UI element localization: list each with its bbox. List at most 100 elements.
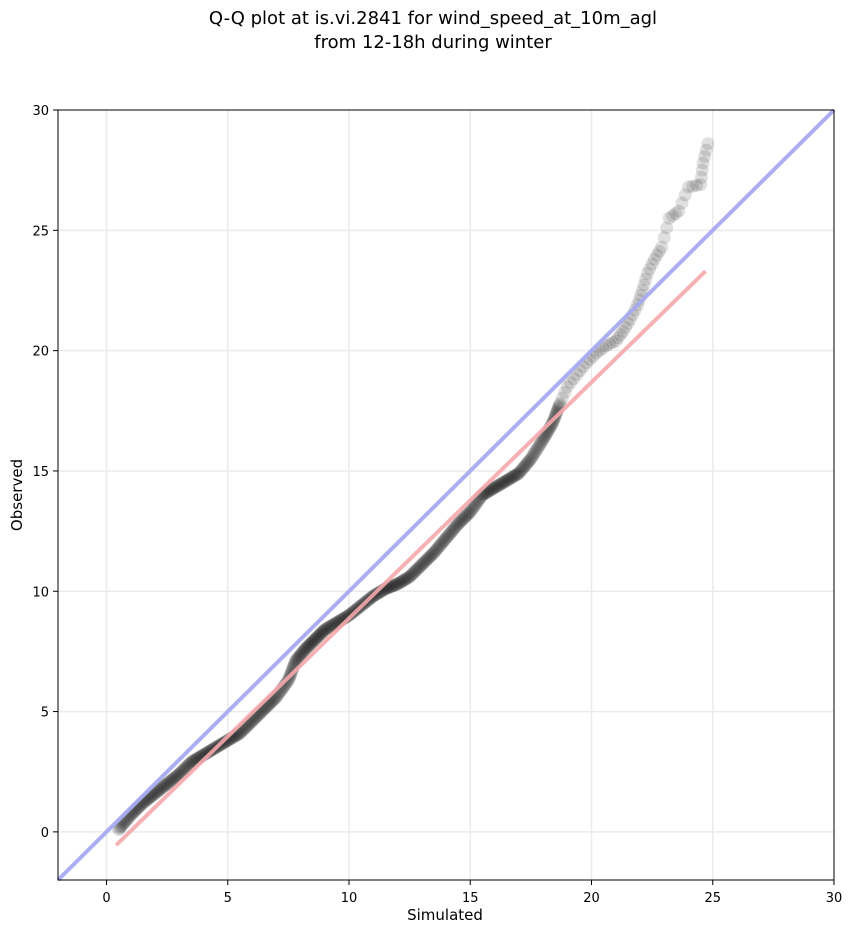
qq-point: [342, 608, 356, 622]
qq-point: [391, 577, 404, 591]
qq-point: [423, 550, 437, 564]
qq-point: [514, 464, 528, 478]
qq-point: [399, 572, 413, 586]
qq-point: [309, 632, 323, 646]
qq-point: [426, 547, 440, 561]
qq-point: [408, 565, 422, 579]
x-axis-label: Simulated: [407, 906, 483, 924]
qq-point: [150, 785, 164, 799]
qq-point: [495, 477, 509, 491]
qq-point: [397, 573, 411, 587]
qq-point: [428, 545, 442, 559]
qq-point: [434, 537, 448, 551]
qq-point: [307, 633, 321, 647]
qq-point: [319, 622, 333, 636]
qq-point: [162, 775, 176, 789]
qq-point: [652, 244, 666, 258]
qq-point: [147, 787, 161, 801]
qq-point: [555, 391, 569, 405]
qq-point: [317, 624, 331, 638]
qq-point: [410, 563, 424, 577]
qq-point: [315, 625, 329, 639]
qq-point: [518, 459, 532, 473]
qq-point: [404, 569, 418, 583]
qq-point: [618, 320, 632, 334]
qq-point: [694, 170, 708, 184]
qq-point: [296, 645, 310, 659]
qq-point: [558, 385, 572, 399]
qq-point: [490, 480, 504, 494]
qq-point: [171, 768, 185, 782]
qq-point: [505, 471, 519, 485]
qq-point: [444, 525, 458, 539]
qq-point: [302, 638, 316, 652]
qq-point: [690, 178, 704, 192]
qq-point: [531, 441, 545, 455]
qq-point: [438, 533, 452, 547]
qq-point: [516, 462, 530, 476]
qq-point: [492, 478, 506, 492]
qq-point: [177, 762, 191, 776]
qq-point: [415, 558, 429, 572]
qq-point: [523, 453, 537, 467]
qq-point: [437, 534, 451, 548]
qq-point: [178, 761, 192, 775]
qq-point: [529, 444, 543, 458]
qq-point: [220, 734, 234, 748]
qq-point: [155, 781, 169, 795]
qq-point: [466, 501, 480, 515]
qq-point: [698, 150, 712, 164]
qq-point: [203, 744, 217, 758]
qq-point: [300, 640, 314, 654]
qq-point: [316, 624, 330, 638]
qq-point: [430, 542, 444, 556]
qq-point: [371, 586, 385, 600]
qq-point: [427, 546, 441, 560]
qq-point: [496, 476, 510, 490]
qq-point: [315, 626, 329, 640]
qq-point: [148, 786, 162, 800]
qq-point: [537, 431, 551, 445]
qq-point: [387, 578, 401, 592]
qq-point: [446, 523, 460, 537]
qq-point: [645, 257, 659, 271]
qq-point: [509, 468, 523, 482]
qq-point: [398, 573, 412, 587]
qq-point: [643, 262, 657, 276]
qq-point: [301, 640, 315, 654]
qq-point: [488, 481, 501, 495]
qq-point: [419, 554, 433, 568]
one-to-one-line: [56, 108, 836, 882]
qq-point: [508, 469, 522, 483]
y-axis-ticks: 0 5 10 15 20 25 30: [32, 104, 58, 841]
qq-point: [418, 555, 432, 569]
qq-point: [294, 647, 308, 661]
qq-point: [522, 454, 536, 468]
x-tick-label: 25: [704, 891, 721, 906]
qq-point: [464, 503, 478, 517]
qq-point: [491, 479, 505, 493]
qq-point: [448, 520, 462, 534]
qq-point: [401, 571, 415, 585]
qq-point: [113, 821, 127, 835]
qq-point: [417, 556, 431, 570]
qq-point: [297, 644, 311, 658]
qq-point: [305, 636, 319, 650]
qq-point: [435, 536, 449, 550]
qq-point: [325, 619, 339, 633]
qq-point: [458, 510, 472, 524]
qq-point: [290, 652, 304, 666]
qq-point: [169, 770, 183, 784]
qq-point: [164, 774, 178, 788]
qq-point: [525, 450, 539, 464]
qq-point: [635, 283, 649, 297]
qq-point: [292, 650, 306, 664]
qq-point: [388, 578, 402, 592]
y-axis-label: Observed: [8, 459, 26, 531]
qq-point: [570, 368, 584, 382]
qq-point: [323, 620, 337, 634]
qq-point: [507, 469, 521, 483]
qq-point: [696, 156, 710, 170]
reference-lines: [56, 108, 836, 882]
